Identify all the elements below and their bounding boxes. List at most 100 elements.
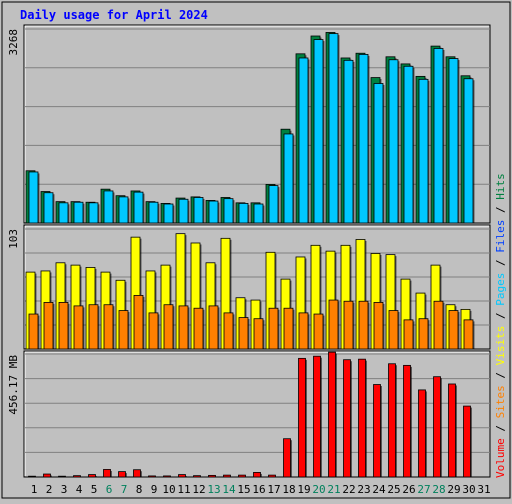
- bar-visits-day-24: [374, 302, 383, 349]
- x-tick-label-29: 29: [447, 483, 460, 496]
- bar-visits-day-10: [164, 305, 173, 349]
- x-tick-label-28: 28: [432, 483, 445, 496]
- bar-visits-day-25: [389, 311, 398, 349]
- bar-files-day-3: [59, 203, 68, 223]
- bar-visits-day-15: [239, 318, 248, 349]
- bar-visits-day-16: [254, 319, 263, 349]
- bar-volume-day-28: [434, 377, 441, 477]
- x-tick-label-5: 5: [91, 483, 98, 496]
- bar-files-day-17: [269, 186, 278, 223]
- legend-entry-pages: Pages: [494, 273, 507, 306]
- bar-files-day-15: [239, 203, 248, 223]
- x-tick-label-23: 23: [357, 483, 370, 496]
- bar-visits-day-28: [434, 301, 443, 349]
- x-tick-label-14: 14: [222, 483, 236, 496]
- bar-volume-day-4: [74, 476, 81, 477]
- bar-files-day-4: [74, 202, 83, 223]
- x-tick-label-15: 15: [237, 483, 250, 496]
- bar-files-day-16: [254, 204, 263, 223]
- legend-entry-files: Files: [494, 220, 507, 253]
- bar-visits-day-19: [299, 313, 308, 349]
- bar-visits-day-14: [224, 313, 233, 349]
- bar-visits-day-3: [59, 302, 68, 349]
- x-tick-label-12: 12: [192, 483, 205, 496]
- bar-files-day-21: [329, 34, 338, 223]
- bar-volume-day-7: [119, 472, 126, 477]
- bar-visits-day-27: [419, 319, 428, 349]
- bar-files-day-26: [404, 66, 413, 223]
- bar-volume-day-13: [209, 475, 216, 477]
- bar-visits-day-13: [209, 306, 218, 349]
- x-tick-label-11: 11: [177, 483, 190, 496]
- bar-volume-day-10: [164, 476, 171, 477]
- bar-volume-day-14: [224, 475, 231, 477]
- bar-volume-day-29: [449, 384, 456, 477]
- x-tick-label-31: 31: [477, 483, 490, 496]
- bar-visits-day-17: [269, 308, 278, 349]
- legend: Volume / Sites / Visits / Pages / Files …: [494, 173, 507, 478]
- bar-visits-day-26: [404, 320, 413, 349]
- bar-visits-day-29: [449, 311, 458, 349]
- x-tick-label-7: 7: [121, 483, 128, 496]
- bar-files-day-12: [194, 197, 203, 223]
- bar-files-day-8: [134, 192, 143, 223]
- bar-files-day-6: [104, 191, 113, 223]
- bar-files-day-30: [464, 79, 473, 223]
- bar-volume-day-2: [44, 474, 51, 477]
- x-tick-label-20: 20: [312, 483, 325, 496]
- bar-volume-day-12: [194, 476, 201, 477]
- bar-volume-day-11: [179, 475, 186, 477]
- bar-volume-day-21: [329, 352, 336, 477]
- x-tick-label-4: 4: [76, 483, 83, 496]
- bar-visits-day-18: [284, 308, 293, 349]
- bar-volume-day-18: [284, 439, 291, 477]
- bar-visits-day-1: [29, 314, 38, 349]
- bar-volume-day-19: [299, 358, 306, 477]
- x-tick-label-2: 2: [46, 483, 53, 496]
- legend-entry-hits: Hits: [494, 173, 507, 200]
- bar-files-day-27: [419, 79, 428, 223]
- legend-separator: /: [494, 200, 507, 220]
- bar-files-day-29: [449, 59, 458, 223]
- bar-volume-day-22: [344, 360, 351, 477]
- bar-visits-day-8: [134, 295, 143, 349]
- bar-files-day-9: [149, 202, 158, 223]
- legend-separator: /: [494, 418, 507, 438]
- bar-volume-day-6: [104, 469, 111, 477]
- x-tick-label-25: 25: [387, 483, 400, 496]
- x-tick-label-30: 30: [462, 483, 475, 496]
- bar-volume-day-1: [29, 476, 36, 477]
- bar-visits-day-21: [329, 300, 338, 349]
- x-tick-label-18: 18: [282, 483, 295, 496]
- bar-files-day-24: [374, 83, 383, 223]
- bar-visits-day-20: [314, 314, 323, 349]
- x-tick-label-22: 22: [342, 483, 355, 496]
- bar-volume-day-5: [89, 475, 96, 477]
- x-tick-label-13: 13: [207, 483, 220, 496]
- bar-files-day-23: [359, 54, 368, 223]
- bar-visits-day-30: [464, 320, 473, 349]
- bar-volume-day-27: [419, 390, 426, 477]
- x-tick-label-8: 8: [136, 483, 143, 496]
- bar-volume-day-23: [359, 359, 366, 477]
- bar-volume-day-8: [134, 470, 141, 477]
- legend-entry-visits: Visits: [494, 326, 507, 366]
- bar-volume-day-20: [314, 356, 321, 477]
- x-tick-label-26: 26: [402, 483, 415, 496]
- bar-files-day-19: [299, 58, 308, 223]
- legend-separator: /: [494, 365, 507, 385]
- bar-files-day-14: [224, 199, 233, 223]
- x-tick-label-3: 3: [61, 483, 68, 496]
- bar-files-day-2: [44, 193, 53, 223]
- x-tick-label-10: 10: [162, 483, 175, 496]
- bar-volume-day-15: [239, 475, 246, 477]
- x-tick-label-21: 21: [327, 483, 340, 496]
- x-tick-label-19: 19: [297, 483, 310, 496]
- bar-files-day-13: [209, 201, 218, 223]
- bar-visits-day-7: [119, 311, 128, 349]
- bar-visits-day-2: [44, 302, 53, 349]
- legend-separator: /: [494, 306, 507, 326]
- x-tick-label-6: 6: [106, 483, 113, 496]
